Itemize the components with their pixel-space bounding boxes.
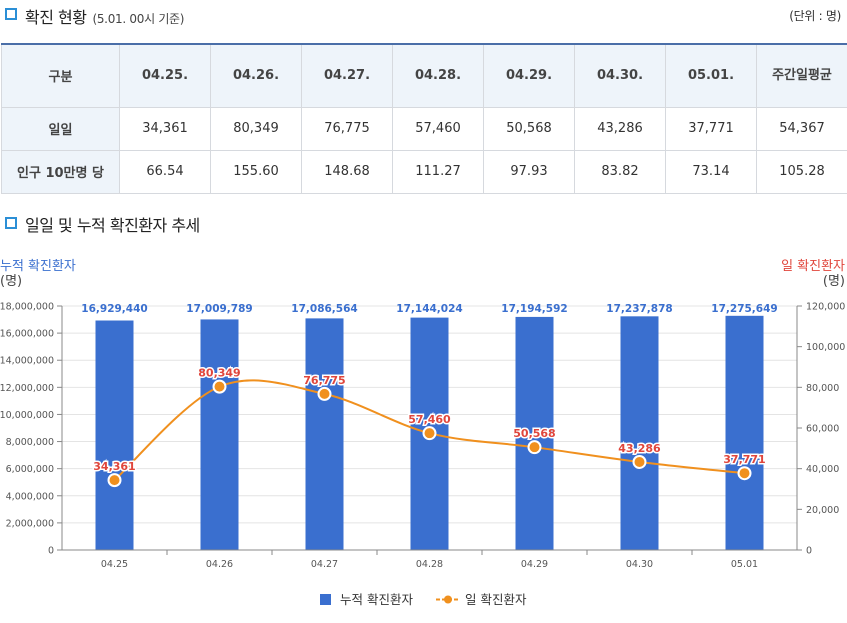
- table-header-cell: 04.25.: [119, 43, 211, 108]
- table-header-cell: 주간일평균: [756, 43, 847, 108]
- bar: [200, 319, 239, 550]
- section-icon: [5, 8, 17, 20]
- table-cell: 43,286: [574, 106, 666, 151]
- table-cell: 83.82: [574, 149, 666, 194]
- chart-section-title: 일일 및 누적 확진환자 추세: [25, 216, 200, 235]
- line-data-label: 43,286: [618, 442, 661, 455]
- left-axis-tick-label: 14,000,000: [0, 356, 54, 367]
- table-cell: 80,349: [210, 106, 302, 151]
- table-row: 일일 34,361 80,349 76,775 57,460 50,568 43…: [1, 106, 847, 151]
- x-axis-tick-label: 04.30: [626, 559, 653, 570]
- table-cell: 66.54: [119, 149, 211, 194]
- bar: [305, 318, 344, 550]
- line-point: [632, 454, 647, 469]
- legend-label: 일 확진환자: [465, 592, 527, 607]
- line-point: [527, 440, 542, 455]
- left-axis-tick-label: 18,000,000: [0, 302, 54, 313]
- x-axis-tick-label: 04.26: [206, 559, 233, 570]
- row-label: 인구 10만명 당: [1, 149, 120, 194]
- section-icon: [5, 217, 17, 229]
- table-cell: 148.68: [301, 149, 393, 194]
- table-header-row: 구분 04.25. 04.26. 04.27. 04.28. 04.29. 04…: [1, 43, 847, 108]
- x-axis-tick-label: 04.29: [521, 559, 548, 570]
- right-axis-tick-label: 40,000: [806, 464, 839, 475]
- line-point: [212, 379, 227, 394]
- table-cell: 54,367: [756, 106, 847, 151]
- table-cell: 111.27: [392, 149, 484, 194]
- left-axis-tick-label: 16,000,000: [0, 329, 54, 340]
- table-cell: 37,771: [665, 106, 757, 151]
- bar: [620, 316, 659, 550]
- x-axis-tick-label: 04.25: [101, 559, 128, 570]
- line-data-label: 37,771: [723, 453, 765, 466]
- section-subtitle: (5.01. 00시 기준): [92, 12, 185, 26]
- left-axis-tick-label: 4,000,000: [6, 491, 54, 502]
- unit-label: (단위 : 명): [789, 9, 841, 23]
- table-header-cell: 04.27.: [301, 43, 393, 108]
- legend-line-marker: [444, 595, 452, 604]
- row-label: 일일: [1, 106, 120, 151]
- table-cell: 50,568: [483, 106, 575, 151]
- right-axis-title: 일 확진환자: [781, 259, 845, 274]
- bar-data-label: 17,275,649: [711, 303, 777, 315]
- section-title-text: 확진 현황: [25, 8, 87, 27]
- line-data-label: 76,775: [303, 374, 345, 387]
- bar-data-label: 17,009,789: [186, 303, 252, 315]
- line-data-label: 80,349: [198, 367, 240, 380]
- right-axis-tick-label: 120,000: [806, 302, 845, 313]
- left-axis-title: 누적 확진환자: [0, 259, 76, 274]
- bar-data-label: 17,194,592: [501, 303, 567, 315]
- left-axis-tick-label: 12,000,000: [0, 383, 54, 394]
- line-data-label: 50,568: [513, 427, 555, 440]
- line-data-label: 34,361: [93, 460, 135, 473]
- table-header-cell: 구분: [1, 43, 120, 108]
- table-header-cell: 04.26.: [210, 43, 302, 108]
- line-data-label: 57,460: [408, 413, 451, 426]
- right-axis-tick-label: 0: [806, 546, 812, 557]
- right-axis-tick-label: 20,000: [806, 505, 839, 516]
- bar: [515, 316, 554, 550]
- line-point: [317, 386, 332, 401]
- bar: [725, 315, 764, 550]
- bar-data-label: 17,144,024: [396, 303, 462, 315]
- right-axis-unit: (명): [823, 274, 845, 289]
- table-cell: 57,460: [392, 106, 484, 151]
- chart-container: 누적 확진환자 (명) 일 확진환자 (명) 16,929,440 17,009,…: [0, 255, 847, 623]
- table-header-cell: 05.01.: [665, 43, 757, 108]
- table-header-cell: 04.29.: [483, 43, 575, 108]
- table-cell: 76,775: [301, 106, 393, 151]
- bar-data-label: 17,086,564: [291, 303, 357, 315]
- line-point: [737, 466, 752, 481]
- table-cell: 97.93: [483, 149, 575, 194]
- table-header-cell: 04.30.: [574, 43, 666, 108]
- right-axis-tick-label: 80,000: [806, 383, 839, 394]
- stats-table: 구분 04.25. 04.26. 04.27. 04.28. 04.29. 04…: [1, 43, 847, 194]
- table-cell: 73.14: [665, 149, 757, 194]
- table-cell: 105.28: [756, 149, 847, 194]
- legend-label: 누적 확진환자: [340, 592, 413, 607]
- left-axis-tick-label: 8,000,000: [6, 437, 54, 448]
- table-header-cell: 04.28.: [392, 43, 484, 108]
- bar-data-label: 17,237,878: [606, 303, 672, 315]
- left-axis-tick-label: 2,000,000: [6, 518, 54, 529]
- right-axis-tick-label: 60,000: [806, 424, 839, 435]
- section-title: 확진 현황 (5.01. 00시 기준): [25, 4, 184, 28]
- table-cell: 155.60: [210, 149, 302, 194]
- combo-chart: 누적 확진환자 (명) 일 확진환자 (명) 16,929,440 17,009,…: [0, 259, 845, 607]
- table-row: 인구 10만명 당 66.54 155.60 148.68 111.27 97.…: [1, 149, 847, 194]
- left-axis-tick-label: 6,000,000: [6, 464, 54, 475]
- left-axis-unit: (명): [0, 274, 22, 289]
- bar-data-label: 16,929,440: [81, 303, 147, 315]
- x-axis-tick-label: 05.01: [731, 559, 758, 570]
- x-axis-tick-label: 04.28: [416, 559, 443, 570]
- left-axis-tick-label: 10,000,000: [0, 410, 54, 421]
- line-point: [422, 426, 437, 441]
- line-point: [107, 473, 122, 488]
- legend-bar-swatch: [320, 594, 331, 605]
- right-axis-tick-label: 100,000: [806, 342, 845, 353]
- left-axis-tick-label: 0: [48, 546, 54, 557]
- x-axis-tick-label: 04.27: [311, 559, 338, 570]
- table-cell: 34,361: [119, 106, 211, 151]
- bar: [95, 320, 134, 550]
